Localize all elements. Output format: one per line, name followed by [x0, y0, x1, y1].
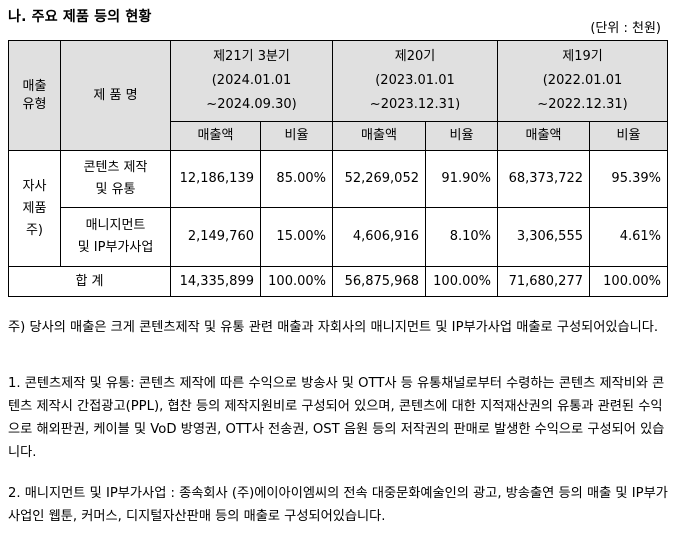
header-sales-type-line2: 유형 — [22, 96, 47, 112]
table-row: 자사 제품 주) 콘텐츠 제작 및 유통 12,186,139 85.00% 5… — [8, 150, 668, 267]
sales-cell: 52,269,052 — [332, 150, 426, 208]
sales-cell: 2,149,760 — [170, 207, 261, 267]
ratio-cell: 95.39% — [589, 150, 668, 208]
total-sales-cell: 14,335,899 — [170, 266, 261, 297]
ratio-cell: 15.00% — [260, 207, 333, 267]
product-sales-table: 매출 유형 제 품 명 제21기 3분기 (2024.01.01 ~2024.0… — [8, 40, 668, 297]
ratio-cell: 4.61% — [589, 207, 668, 267]
period-from: (2022.01.01 — [542, 73, 623, 88]
product-name-line1: 매니지먼트 — [85, 218, 146, 233]
total-ratio-cell: 100.00% — [425, 266, 498, 297]
period-from: (2023.01.01 — [375, 73, 455, 88]
period-name: 제21기 3분기 — [213, 49, 290, 64]
total-label: 합 계 — [8, 266, 171, 297]
header-row-subcolumns: 매출액 비율 매출액 비율 매출액 비율 — [9, 121, 668, 151]
section-title: 나. 주요 제품 등의 현황 — [8, 9, 152, 25]
header-row-periods: 매출 유형 제 품 명 제21기 3분기 (2024.01.01 ~2024.0… — [8, 40, 668, 151]
period-name: 제20기 — [394, 49, 436, 64]
total-sales-cell: 71,680,277 — [497, 266, 590, 297]
ratio-cell: 8.10% — [425, 207, 498, 267]
category-line1: 자사 — [22, 178, 47, 194]
category-line2: 제품 — [22, 200, 47, 216]
total-row: 합 계 14,335,899 100.00% 56,875,968 100.00… — [8, 266, 668, 297]
sales-cell: 4,606,916 — [332, 207, 426, 267]
header-sales-amount: 매출액 — [497, 121, 590, 151]
product-name-line1: 콘텐츠 제작 — [83, 160, 148, 175]
header-ratio: 비율 — [589, 121, 668, 151]
header-sales-amount: 매출액 — [170, 121, 261, 151]
total-ratio-cell: 100.00% — [260, 266, 333, 297]
period-to: ~2023.12.31) — [369, 97, 461, 112]
category-own-products: 자사 제품 주) — [8, 150, 61, 267]
ratio-cell: 85.00% — [260, 150, 333, 208]
total-ratio-cell: 100.00% — [589, 266, 668, 297]
header-sales-type-line1: 매출 — [22, 78, 47, 94]
sales-cell: 68,373,722 — [497, 150, 590, 208]
total-sales-cell: 56,875,968 — [332, 266, 426, 297]
header-period-19: 제19기 (2022.01.01 ~2022.12.31) — [497, 40, 668, 122]
period-from: (2024.01.01 — [211, 73, 292, 88]
header-sales-amount: 매출액 — [332, 121, 426, 151]
product-name-cell: 콘텐츠 제작 및 유통 — [60, 150, 171, 208]
header-product-name: 제 품 명 — [60, 40, 171, 151]
product-name-cell: 매니지먼트 및 IP부가사업 — [60, 207, 171, 267]
header-period-21q3: 제21기 3분기 (2024.01.01 ~2024.09.30) — [170, 40, 333, 122]
header-ratio: 비율 — [425, 121, 498, 151]
period-name: 제19기 — [562, 49, 603, 64]
unit-note: (단위 : 천원) — [590, 21, 661, 36]
header-period-20: 제20기 (2023.01.01 ~2023.12.31) — [332, 40, 498, 122]
note-2: 2. 매니지먼트 및 IP부가사업 : 종속회사 (주)에이아이엠씨의 전속 대… — [8, 486, 668, 524]
product-name-line2: 및 IP부가사업 — [77, 240, 154, 255]
category-line3: 주) — [25, 222, 44, 238]
product-name-line2: 및 유통 — [95, 182, 136, 197]
period-to: ~2024.09.30) — [206, 97, 297, 112]
header-ratio: 비율 — [260, 121, 333, 151]
header-sales-type: 매출 유형 — [8, 40, 61, 151]
table-row: 매니지먼트 및 IP부가사업 2,149,760 15.00% 4,606,91… — [9, 207, 668, 267]
period-to: ~2022.12.31) — [537, 97, 628, 112]
note-1: 1. 콘텐츠제작 및 유통: 콘텐츠 제작에 따른 수익으로 방송사 및 OTT… — [8, 376, 665, 460]
ratio-cell: 91.90% — [425, 150, 498, 208]
sales-cell: 12,186,139 — [170, 150, 261, 208]
note-main: 주) 당사의 매출은 크게 콘텐츠제작 및 유통 관련 매출과 자회사의 매니지… — [8, 320, 659, 335]
sales-cell: 3,306,555 — [497, 207, 590, 267]
